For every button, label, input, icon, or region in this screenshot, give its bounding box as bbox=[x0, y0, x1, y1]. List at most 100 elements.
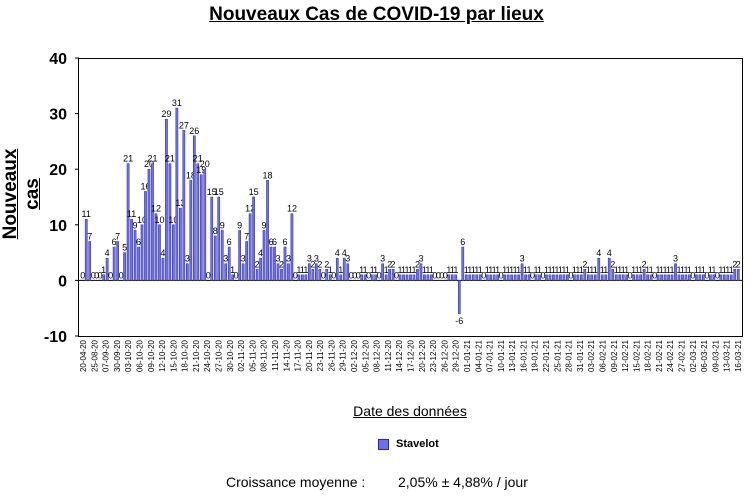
bar bbox=[172, 224, 175, 281]
data-label: 1 bbox=[544, 265, 549, 275]
bar bbox=[520, 263, 524, 281]
bar bbox=[621, 274, 625, 281]
data-label: 1 bbox=[446, 265, 451, 275]
data-label: 1 bbox=[603, 265, 608, 275]
bar bbox=[586, 274, 590, 281]
x-tick-label: 03-02-21 bbox=[587, 339, 596, 372]
y-tick-label: 40 bbox=[49, 51, 67, 68]
data-label: 1 bbox=[474, 265, 479, 275]
data-label: 0 bbox=[499, 270, 504, 280]
bar bbox=[137, 246, 140, 281]
data-label: 10 bbox=[137, 215, 147, 225]
x-tick-label: 16-03-21 bbox=[734, 339, 743, 372]
bar bbox=[276, 263, 280, 281]
y-tick-label: 0 bbox=[58, 273, 67, 290]
x-tick-label: 25-08-20 bbox=[90, 339, 99, 372]
x-tick-label: 25-01-21 bbox=[553, 339, 562, 372]
data-label: 21 bbox=[123, 154, 133, 164]
bar bbox=[151, 163, 154, 281]
y-tick-label: 10 bbox=[49, 218, 67, 235]
data-label: 1 bbox=[729, 265, 734, 275]
data-label: 1 bbox=[488, 265, 493, 275]
data-label: 0 bbox=[91, 270, 96, 280]
bar bbox=[252, 196, 255, 281]
data-label: 1 bbox=[586, 265, 591, 275]
data-label: 3 bbox=[241, 254, 246, 264]
x-tick-label: 04-01-21 bbox=[474, 339, 483, 372]
bar bbox=[695, 274, 698, 281]
data-label: 4 bbox=[596, 248, 601, 258]
bar bbox=[412, 274, 416, 281]
bar bbox=[384, 274, 388, 281]
bar bbox=[632, 274, 635, 281]
bar bbox=[471, 274, 475, 281]
bar bbox=[311, 269, 315, 281]
data-label: 1 bbox=[656, 265, 661, 275]
x-tick-label: 05-11-20 bbox=[248, 339, 257, 371]
bar bbox=[513, 274, 517, 281]
data-label: 12 bbox=[287, 204, 297, 214]
data-label: 1 bbox=[600, 265, 605, 275]
bar bbox=[255, 269, 259, 281]
bar bbox=[328, 274, 332, 281]
bar bbox=[238, 230, 241, 281]
chart-plot: 403020100-100117000140670521119610162021… bbox=[44, 51, 743, 372]
bar bbox=[510, 274, 513, 281]
data-label: 1 bbox=[617, 265, 622, 275]
x-tick-label: 23-12-20 bbox=[429, 339, 438, 372]
x-tick-label: 02-03-21 bbox=[689, 339, 698, 372]
data-label: 0 bbox=[206, 270, 211, 280]
bar bbox=[308, 263, 311, 281]
data-label: 1 bbox=[422, 265, 427, 275]
bar bbox=[88, 241, 92, 281]
data-label: 26 bbox=[189, 126, 199, 136]
data-label: 13 bbox=[175, 198, 185, 208]
data-label: 1 bbox=[411, 265, 416, 275]
data-label: 2 bbox=[732, 259, 737, 269]
bar bbox=[374, 274, 377, 281]
x-tick-label: 30-09-20 bbox=[113, 339, 122, 372]
legend-label: Stavelot bbox=[396, 438, 439, 450]
data-label: 1 bbox=[405, 265, 410, 275]
data-label: 7 bbox=[244, 231, 249, 241]
data-label: 6 bbox=[460, 237, 465, 247]
data-label: 1 bbox=[589, 265, 594, 275]
x-tick-label: 23-11-20 bbox=[316, 339, 325, 371]
data-label: 31 bbox=[172, 98, 182, 108]
data-label: 2 bbox=[310, 259, 315, 269]
bar bbox=[241, 263, 245, 281]
data-label: 7 bbox=[115, 231, 120, 241]
bar bbox=[712, 274, 716, 281]
bar bbox=[538, 274, 541, 281]
data-label: 1 bbox=[429, 265, 434, 275]
data-label: 6 bbox=[227, 237, 232, 247]
bar bbox=[419, 263, 423, 281]
bar bbox=[677, 274, 681, 281]
bar bbox=[639, 274, 642, 281]
bar bbox=[199, 174, 203, 281]
x-tick-label: 20-11-20 bbox=[305, 339, 314, 371]
data-label: 1 bbox=[370, 265, 375, 275]
data-label: 1 bbox=[666, 265, 671, 275]
data-label: 1 bbox=[401, 265, 406, 275]
x-tick-label: 13-01-21 bbox=[508, 339, 517, 372]
data-label: 9 bbox=[220, 220, 225, 230]
data-label: 1 bbox=[635, 265, 640, 275]
data-label: 1 bbox=[502, 265, 507, 275]
data-label: 0 bbox=[704, 270, 709, 280]
data-label: 2 bbox=[279, 259, 284, 269]
data-label: 0 bbox=[234, 270, 239, 280]
bar bbox=[454, 274, 458, 281]
data-label: 1 bbox=[359, 265, 364, 275]
bar bbox=[698, 274, 702, 281]
x-axis-label: Date des données bbox=[353, 403, 467, 419]
data-label: 3 bbox=[418, 254, 423, 264]
data-label: 0 bbox=[394, 270, 399, 280]
data-label: 1 bbox=[659, 265, 664, 275]
x-tick-label: 06-02-21 bbox=[598, 339, 607, 372]
bar bbox=[269, 246, 273, 281]
x-tick-label: 01-01-21 bbox=[463, 339, 472, 372]
bar bbox=[573, 274, 576, 281]
x-tick-label: 30-10-20 bbox=[226, 339, 235, 372]
bar bbox=[485, 274, 489, 281]
